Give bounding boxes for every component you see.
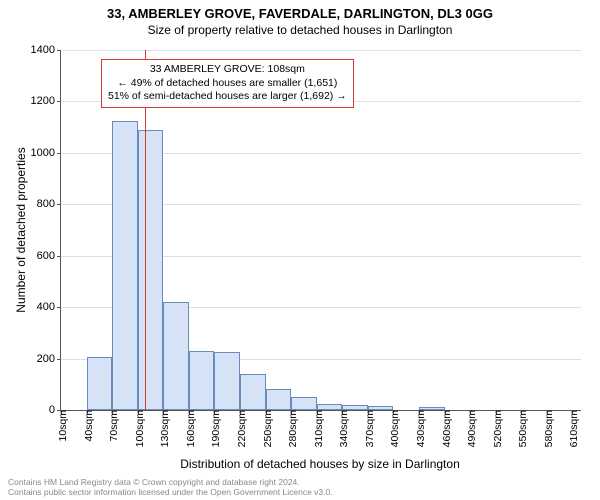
histogram-bar (291, 397, 317, 410)
x-axis-label: Distribution of detached houses by size … (60, 457, 580, 471)
xtick-label: 400sqm (385, 410, 401, 447)
xtick-label: 370sqm (360, 410, 376, 447)
histogram-bar (87, 357, 113, 410)
chart-subtitle: Size of property relative to detached ho… (0, 21, 600, 37)
xtick-label: 550sqm (513, 410, 529, 447)
xtick-label: 10sqm (53, 410, 69, 442)
footer-text: Contains HM Land Registry data © Crown c… (8, 478, 333, 498)
y-axis-label-wrap: Number of detached properties (14, 50, 28, 410)
xtick-label: 280sqm (283, 410, 299, 447)
ytick-label: 400 (37, 301, 61, 313)
histogram-bar (214, 352, 240, 410)
annotation-line: 33 AMBERLEY GROVE: 108sqm (108, 63, 347, 77)
histogram-bar (138, 130, 164, 410)
xtick-label: 580sqm (539, 410, 555, 447)
plot-area: 020040060080010001200140010sqm40sqm70sqm… (60, 50, 581, 411)
histogram-bar (240, 374, 266, 410)
histogram-bar (163, 302, 189, 410)
xtick-label: 100sqm (130, 410, 146, 447)
xtick-label: 310sqm (309, 410, 325, 447)
chart-title: 33, AMBERLEY GROVE, FAVERDALE, DARLINGTO… (0, 0, 600, 21)
ytick-label: 600 (37, 250, 61, 262)
xtick-label: 220sqm (232, 410, 248, 447)
xtick-label: 160sqm (181, 410, 197, 447)
xtick-label: 520sqm (488, 410, 504, 447)
gridline-h (61, 50, 581, 51)
xtick-label: 250sqm (258, 410, 274, 447)
ytick-label: 1200 (31, 95, 61, 107)
y-axis-label: Number of detached properties (14, 147, 28, 312)
xtick-label: 340sqm (334, 410, 350, 447)
xtick-label: 40sqm (79, 410, 95, 442)
xtick-label: 460sqm (437, 410, 453, 447)
xtick-label: 190sqm (206, 410, 222, 447)
xtick-label: 70sqm (104, 410, 120, 442)
annotation-line: ← 49% of detached houses are smaller (1,… (108, 77, 347, 91)
ytick-label: 1000 (31, 147, 61, 159)
histogram-bar (189, 351, 215, 410)
ytick-label: 1400 (31, 44, 61, 56)
xtick-label: 490sqm (462, 410, 478, 447)
footer-line-2: Contains public sector information licen… (8, 488, 333, 498)
xtick-label: 430sqm (411, 410, 427, 447)
histogram-bar (112, 121, 138, 410)
xtick-label: 610sqm (564, 410, 580, 447)
ytick-label: 200 (37, 353, 61, 365)
ytick-label: 800 (37, 198, 61, 210)
histogram-bar (266, 389, 292, 410)
chart-container: 33, AMBERLEY GROVE, FAVERDALE, DARLINGTO… (0, 0, 600, 500)
annotation-box: 33 AMBERLEY GROVE: 108sqm← 49% of detach… (101, 59, 354, 108)
annotation-line: 51% of semi-detached houses are larger (… (108, 90, 347, 104)
xtick-label: 130sqm (155, 410, 171, 447)
